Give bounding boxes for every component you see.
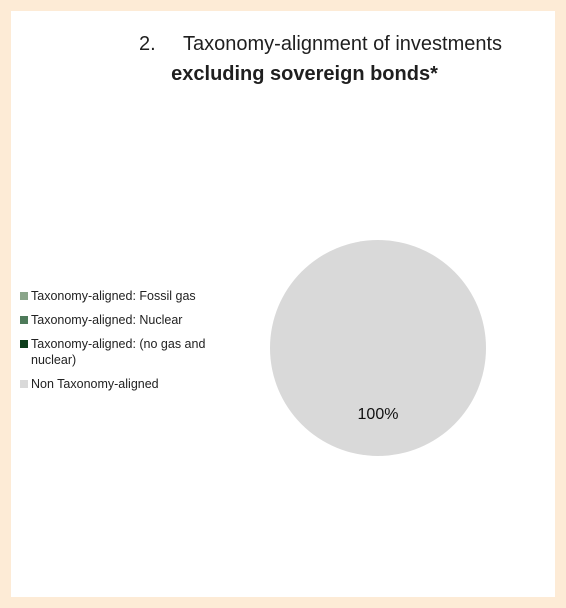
- legend-item-non-aligned: Non Taxonomy-aligned: [20, 376, 220, 392]
- legend-label-nuclear: Taxonomy-aligned: Nuclear: [31, 313, 183, 327]
- legend-item-nuclear: Taxonomy-aligned: Nuclear: [20, 312, 220, 328]
- chart-title-line1: 2. Taxonomy-alignment of investments: [11, 29, 555, 59]
- pie-slice-non-taxonomy-aligned: [270, 240, 486, 456]
- pie-label-non-taxonomy-aligned: 100%: [358, 406, 399, 423]
- chart-legend: Taxonomy-aligned: Fossil gas Taxonomy-al…: [20, 288, 220, 400]
- legend-swatch-non-aligned: [20, 380, 28, 388]
- chart-subtitle: excluding sovereign bonds*: [171, 63, 438, 85]
- legend-label-fossil-gas: Taxonomy-aligned: Fossil gas: [31, 289, 196, 303]
- chart-title-number: 2.: [139, 33, 156, 55]
- pie-chart: 100%: [270, 240, 486, 456]
- chart-title-text: Taxonomy-alignment of investments: [183, 33, 503, 55]
- chart-title: 2. Taxonomy-alignment of investments excl…: [11, 29, 555, 89]
- legend-item-fossil-gas: Taxonomy-aligned: Fossil gas: [20, 288, 220, 304]
- legend-label-no-gas-nuclear: Taxonomy-aligned: (no gas and nuclear): [31, 337, 206, 367]
- legend-swatch-no-gas-nuclear: [20, 340, 28, 348]
- legend-swatch-nuclear: [20, 316, 28, 324]
- legend-item-no-gas-nuclear: Taxonomy-aligned: (no gas and nuclear): [20, 336, 220, 368]
- legend-swatch-fossil-gas: [20, 292, 28, 300]
- legend-label-non-aligned: Non Taxonomy-aligned: [31, 377, 159, 391]
- chart-panel: 2. Taxonomy-alignment of investments excl…: [11, 11, 555, 597]
